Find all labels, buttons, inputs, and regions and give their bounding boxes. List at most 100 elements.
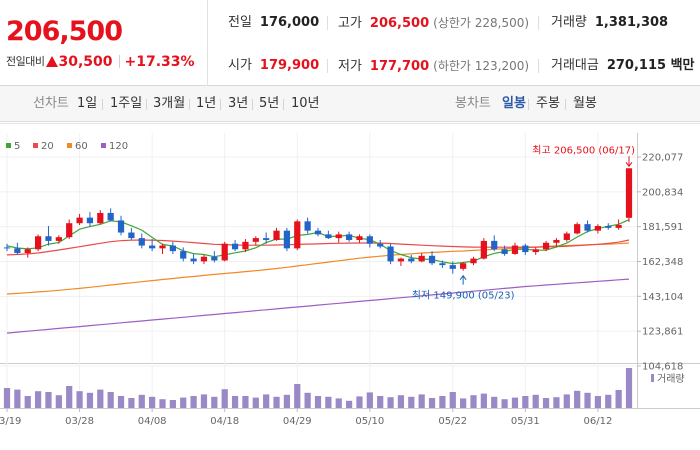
candle-body bbox=[408, 258, 415, 262]
candle-body bbox=[86, 217, 94, 224]
legend-label: 20 bbox=[41, 141, 54, 152]
turnover-value: 270,115 백만 bbox=[606, 58, 695, 73]
x-tick-label: 03/19 bbox=[0, 416, 21, 427]
candle-body bbox=[294, 221, 301, 249]
candle-body bbox=[542, 242, 550, 250]
candle-body bbox=[242, 241, 249, 250]
x-tick-label: 05/31 bbox=[511, 416, 540, 427]
volume-bar bbox=[397, 395, 405, 408]
volume-bar bbox=[615, 390, 622, 408]
volume-legend-swatch bbox=[651, 374, 654, 382]
volume-label: 거래량 bbox=[657, 373, 685, 385]
period-monthly-candle[interactable]: 월봉 bbox=[573, 96, 597, 111]
divider bbox=[146, 99, 147, 110]
volume-bar bbox=[117, 396, 125, 408]
volume-bar bbox=[304, 392, 311, 408]
lower-limit: (하한가 123,200) bbox=[433, 59, 530, 73]
period-daily-candle[interactable]: 일봉 bbox=[502, 96, 526, 111]
legend-swatch bbox=[101, 143, 106, 148]
period-10year[interactable]: 10년 bbox=[291, 96, 320, 111]
stock-summary: 206,500 전일대비 30,500 +17.33% 전일 176,000 고가 20… bbox=[0, 0, 700, 86]
divider bbox=[538, 16, 539, 30]
candle-body bbox=[335, 234, 342, 239]
upper-limit: (상한가 228,500) bbox=[433, 16, 530, 30]
volume-bar bbox=[491, 396, 498, 408]
candle-body bbox=[511, 245, 519, 254]
period-1week[interactable]: 1주일 bbox=[110, 96, 143, 111]
candle-chart-label: 봉차트 bbox=[455, 96, 491, 111]
price-box: 206,500 전일대비 30,500 +17.33% bbox=[0, 0, 208, 86]
candle-body bbox=[480, 240, 487, 259]
volume-bar bbox=[190, 396, 197, 408]
line-chart-label: 선차트 bbox=[33, 96, 69, 111]
candle-body bbox=[66, 223, 73, 238]
volume-bar bbox=[480, 393, 487, 408]
candle-body bbox=[532, 249, 539, 253]
candle-body bbox=[418, 255, 425, 262]
volume-bar bbox=[273, 396, 280, 408]
period-3month[interactable]: 3개월 bbox=[153, 96, 186, 111]
candlestick-chart[interactable]: 220,077 200,834 181,591 162,348 143,104 123,8… bbox=[0, 123, 700, 450]
candle-body bbox=[263, 238, 270, 240]
high-annotation: 최고 206,500 (06/17) bbox=[532, 144, 635, 156]
candle-body bbox=[128, 232, 135, 239]
volume-bar bbox=[45, 392, 52, 408]
volume-bar bbox=[97, 389, 104, 408]
period-1day[interactable]: 1일 bbox=[77, 96, 98, 111]
volume-bar bbox=[66, 386, 73, 408]
period-3year[interactable]: 3년 bbox=[228, 96, 249, 111]
volume-bar bbox=[180, 397, 187, 408]
x-tick-label: 04/08 bbox=[138, 416, 167, 427]
period-5year[interactable]: 5년 bbox=[259, 96, 280, 111]
legend-label: 5 bbox=[14, 141, 20, 152]
open-stat: 시가 179,900 bbox=[228, 56, 319, 76]
volume-bar bbox=[86, 392, 94, 408]
volume-bar bbox=[377, 396, 384, 408]
volume-bar bbox=[511, 397, 519, 408]
volume-bar bbox=[138, 394, 145, 408]
divider bbox=[528, 99, 529, 110]
candle-body bbox=[252, 238, 259, 242]
candle-body bbox=[449, 265, 456, 269]
volume-stat: 거래량 1,381,308 bbox=[551, 13, 668, 33]
volume-bar bbox=[605, 394, 612, 408]
candle-body bbox=[356, 236, 363, 240]
candle-body bbox=[428, 255, 436, 264]
period-1year[interactable]: 1년 bbox=[196, 96, 217, 111]
volume-bar bbox=[345, 400, 353, 408]
legend-label: 60 bbox=[75, 141, 88, 152]
candle-body bbox=[3, 247, 11, 249]
candle-body bbox=[169, 245, 176, 252]
volume-bar bbox=[501, 399, 508, 408]
volume-bar bbox=[460, 398, 467, 408]
candle-body bbox=[149, 245, 156, 249]
open-label: 시가 bbox=[228, 58, 252, 73]
candle-body bbox=[615, 225, 622, 228]
volume-bar bbox=[200, 394, 208, 408]
divider bbox=[118, 55, 120, 68]
high-value: 206,500 bbox=[369, 16, 430, 31]
candle-body bbox=[574, 224, 581, 234]
volume-bar bbox=[263, 394, 270, 408]
high-stat: 고가 206,500 (상한가 228,500) bbox=[338, 13, 529, 33]
divider bbox=[102, 99, 103, 110]
volume-bar bbox=[625, 368, 633, 408]
low-label: 저가 bbox=[338, 59, 362, 74]
volume-bar bbox=[574, 390, 581, 408]
candle-body bbox=[522, 245, 529, 253]
candle-body bbox=[200, 256, 208, 262]
candle-body bbox=[180, 251, 187, 259]
candle-body bbox=[625, 168, 633, 218]
volume-bar bbox=[169, 400, 176, 408]
low-stat: 저가 177,700 (하한가 123,200) bbox=[338, 56, 529, 76]
legend-label: 120 bbox=[109, 141, 128, 152]
volume-bar bbox=[242, 396, 249, 408]
candle-body bbox=[107, 212, 114, 221]
y-tick-label: 143,104 bbox=[642, 292, 683, 303]
period-weekly-candle[interactable]: 주봉 bbox=[536, 96, 560, 111]
current-price: 206,500 bbox=[6, 16, 123, 47]
candle-body bbox=[117, 220, 125, 233]
volume-bar bbox=[159, 399, 166, 408]
candle-body bbox=[501, 249, 508, 254]
price-chart[interactable]: 220,077 200,834 181,591 162,348 143,104 123,8… bbox=[0, 123, 700, 450]
